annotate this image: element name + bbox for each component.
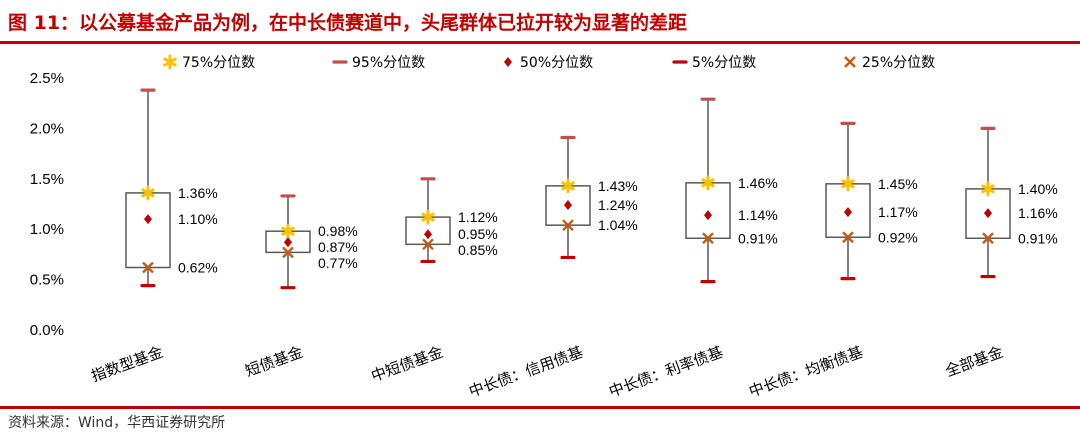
p75-marker [141,185,155,201]
category-label: 短债基金 [243,343,306,380]
p50-marker [984,208,992,219]
source-note: 资料来源：Wind，华西证券研究所 [8,415,226,431]
p50-label: 0.95% [458,226,498,242]
box-group: 0.98%0.87%0.77% [265,194,358,290]
p50-label: 1.16% [1018,205,1058,221]
y-tick-label: 1.0% [30,221,64,238]
p75-label: 1.45% [878,176,918,192]
p75-marker [841,176,855,192]
plot-area: 1.36% 1.10% 0.62% 0.98%0.87%0.77% 1.12%0.95%… [125,88,1058,290]
legend-marker-p25 [844,56,856,68]
p50-label: 1.10% [178,211,218,227]
box-group: 1.46% 1.14% 0.91% [685,97,778,284]
p25-label: 0.85% [458,242,498,258]
chart-legend: 75%分位数 95%分位数 50%分位数 5%分位数 25%分位数 [163,54,935,71]
category-label: 指数型基金 [89,343,166,386]
p75-label: 1.12% [458,209,498,225]
legend-label: 50%分位数 [520,55,593,71]
y-tick-label: 0.0% [30,322,64,339]
figure-header: 图 11：以公募基金产品为例，在中长债赛道中，头尾群体已拉开较为显著的差距 [0,0,1080,40]
p25-marker [702,232,714,245]
p50-label: 1.17% [878,204,918,220]
y-tick-label: 2.5% [30,70,64,87]
box-group: 1.36% 1.10% 0.62% [125,88,218,288]
p50-marker [144,214,152,225]
p75-label: 1.36% [178,185,218,201]
legend-marker-p50 [504,57,512,67]
p25-marker [282,246,294,259]
category-label: 中长债：均衡债基 [746,343,865,401]
p25-marker [562,219,574,232]
p25-label: 0.92% [878,229,918,245]
p25-label: 0.62% [178,260,218,276]
category-label: 中长债：信用债基 [466,343,585,401]
p75-marker [281,223,295,239]
p50-marker [704,210,712,221]
p25-marker [422,238,434,251]
p25-marker [142,261,154,274]
p75-label: 1.46% [738,175,778,191]
y-tick-label: 0.5% [30,272,64,289]
box-chart: 75%分位数 95%分位数 50%分位数 5%分位数 25%分位数 0.0% 0.5% 1.… [30,54,1058,401]
category-label: 中长债：利率债基 [606,343,725,401]
p75-label: 1.43% [598,178,638,194]
title-rule [0,41,1080,44]
p50-label: 1.14% [738,207,778,223]
source-rule [0,406,1080,409]
p75-marker [561,178,575,194]
p50-marker [564,200,572,211]
p75-marker [981,181,995,197]
legend-label: 75%分位数 [182,55,255,71]
p75-label: 1.40% [1018,181,1058,197]
p50-marker [844,207,852,218]
y-tick-label: 2.0% [30,120,64,137]
category-label: 中短债基金 [369,343,446,386]
legend-label: 95%分位数 [352,55,425,71]
p50-marker [284,237,292,248]
p25-marker [842,231,854,244]
legend-label: 25%分位数 [862,55,935,71]
p25-label: 1.04% [598,217,638,233]
p50-marker [424,229,432,240]
p25-label: 0.91% [1018,230,1058,246]
p50-label: 1.24% [598,197,638,213]
p75-marker [701,175,715,191]
p50-label: 0.87% [318,239,358,255]
p25-label: 0.91% [738,230,778,246]
p25-marker [982,232,994,245]
y-tick-label: 1.5% [30,171,64,188]
box-group: 1.45% 1.17% 0.92% [825,121,918,281]
legend-marker-p75 [163,54,177,70]
box-group: 1.40% 1.16% 0.91% [965,126,1058,279]
legend-label: 5%分位数 [692,55,756,71]
box-group: 1.43% 1.24% 1.04% [545,135,638,260]
figure-title: 图 11：以公募基金产品为例，在中长债赛道中，头尾群体已拉开较为显著的差距 [8,12,688,34]
iqr-box [125,192,171,269]
p75-label: 0.98% [318,223,358,239]
x-axis: 指数型基金 短债基金 中短债基金 中长债：信用债基 中长债：利率债基 中长债：均衡债基 全部… [89,343,1006,401]
category-label: 全部基金 [943,343,1006,380]
box-group: 1.12%0.95%0.85% [405,177,498,264]
y-axis: 0.0% 0.5% 1.0% 1.5% 2.0% 2.5% [30,70,64,339]
p25-label: 0.77% [318,255,358,271]
p75-marker [421,209,435,225]
